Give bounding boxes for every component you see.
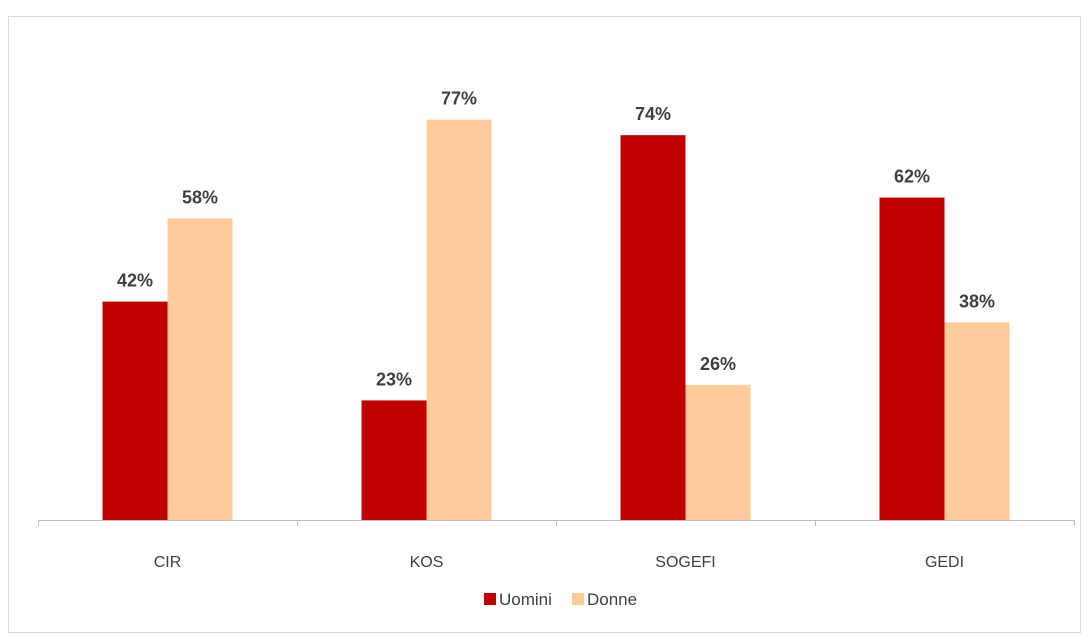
data-label: 26% [700,354,736,374]
data-label: 23% [376,369,412,389]
bar-donne-gedi [944,322,1010,520]
data-label: 77% [441,89,477,109]
legend-swatch-donne [572,593,584,605]
data-label: 74% [635,104,671,124]
x-tick-label: CIR [154,554,182,571]
x-tick-label: SOGEFI [655,554,715,571]
data-label: 62% [894,167,930,187]
x-tick-label: KOS [410,554,444,571]
bar-uomini-kos [361,400,427,520]
bar-donne-cir [167,218,233,520]
legend-label-donne: Donne [587,590,637,609]
bar-uomini-cir [102,301,168,520]
legend-swatch-uomini [484,593,496,605]
bar-donne-kos [426,119,492,520]
data-label: 38% [959,291,995,311]
data-label: 58% [182,187,218,207]
x-tick-label: GEDI [925,554,964,571]
bar-uomini-sogefi [620,135,686,520]
legend-label-uomini: Uomini [499,590,552,609]
bar-uomini-gedi [879,197,945,520]
data-label: 42% [117,271,153,291]
bar-donne-sogefi [685,384,751,520]
